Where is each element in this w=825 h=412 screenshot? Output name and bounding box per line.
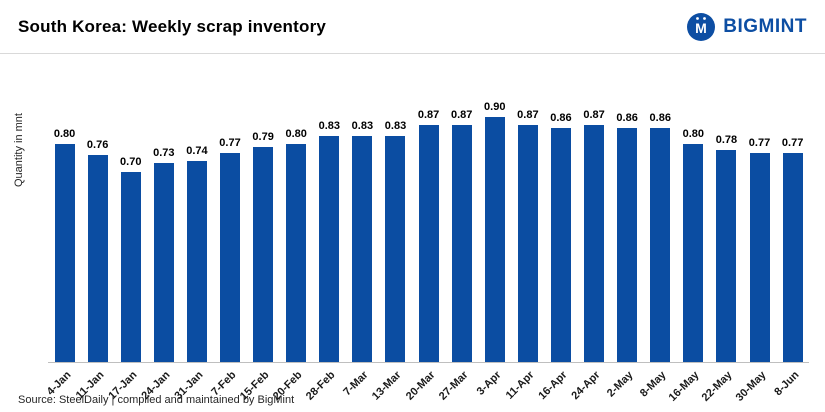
bar (87, 155, 108, 362)
bar-value-label: 0.90 (484, 101, 506, 113)
bar-value-label: 0.86 (616, 112, 638, 124)
bar (385, 136, 406, 362)
bar-chart: Quantity in mnt 0.80 4-Jan 0.76 11-Jan 0.70 1… (13, 56, 813, 404)
bar-value-label: 0.83 (318, 120, 341, 132)
bar-value-label: 0.78 (715, 134, 738, 146)
bar-value-label: 0.77 (219, 137, 241, 149)
bar (517, 125, 538, 362)
y-axis-label: Quantity in mnt (13, 113, 25, 187)
bar-slot: 0.90 3-Apr (474, 90, 511, 398)
bar-slot: 0.77 30-May (733, 90, 776, 404)
bar (617, 128, 638, 362)
bigmint-logo-icon: M (686, 12, 716, 42)
bar (220, 153, 241, 362)
bar (120, 172, 141, 362)
bar (550, 128, 571, 362)
bar (319, 136, 340, 362)
bar-slot: 0.86 16-Apr (536, 90, 577, 402)
page-title: South Korea: Weekly scrap inventory (18, 16, 327, 36)
bar-value-label: 0.80 (285, 128, 307, 140)
bar-value-label: 0.87 (583, 109, 605, 121)
bar-slot: 0.70 17-Jan (106, 90, 147, 402)
source-note: Source: SteelDaily | compiled and mainta… (18, 394, 295, 406)
bar-slot: 0.86 8-May (638, 90, 677, 400)
bar (650, 128, 671, 362)
bar (253, 147, 274, 362)
bar-value-label: 0.77 (748, 137, 771, 149)
bar (418, 125, 439, 362)
bar-slot: 0.77 8-Jun (772, 90, 809, 398)
bar-slot: 0.80 20-Feb (271, 90, 313, 403)
bar-slot: 0.83 28-Feb (304, 90, 346, 403)
bar-slot: 0.76 11-Jan (73, 90, 114, 402)
bar (584, 125, 605, 362)
header: South Korea: Weekly scrap inventory M BI… (0, 0, 825, 54)
bar-slot: 0.83 13-Mar (370, 90, 412, 403)
brand: M BIGMINT (686, 12, 807, 42)
bar-slot: 0.74 31-Jan (172, 90, 213, 402)
svg-text:M: M (695, 20, 707, 36)
bar (716, 150, 737, 362)
bar-slot: 0.87 27-Mar (437, 90, 478, 403)
bar-value-label: 0.87 (450, 109, 473, 121)
bar-value-label: 0.87 (517, 109, 539, 121)
bar (352, 136, 373, 362)
bar (782, 153, 803, 362)
bar-value-label: 0.79 (252, 131, 274, 143)
bar (484, 117, 505, 362)
bar-value-label: 0.80 (682, 128, 705, 140)
bar-slot: 0.79 15-Feb (238, 90, 280, 403)
bar (749, 153, 770, 362)
bar-slot: 0.87 11-Apr (504, 90, 544, 402)
bar (186, 161, 207, 362)
bar (286, 144, 307, 362)
bar-value-label: 0.86 (649, 112, 671, 124)
plot-area: 0.80 4-Jan 0.76 11-Jan 0.70 17-Jan 0.73 24-Jan 0… (44, 90, 809, 404)
bar-slot: 0.86 2-May (605, 90, 644, 400)
bar-slot: 0.80 4-Jan (44, 90, 81, 398)
bar-value-label: 0.83 (351, 120, 374, 132)
bar-slot: 0.83 7-Mar (342, 90, 379, 398)
bar (451, 125, 472, 362)
bar (54, 144, 75, 362)
bar (683, 144, 704, 362)
brand-name: BIGMINT (723, 15, 807, 37)
bar-slot: 0.80 16-May (667, 90, 710, 404)
bar-slot: 0.73 24-Jan (139, 90, 180, 402)
bar-value-label: 0.74 (186, 145, 208, 157)
bar-value-label: 0.77 (781, 137, 804, 149)
bar (153, 163, 174, 362)
bar-value-label: 0.86 (550, 112, 572, 124)
bar-value-label: 0.80 (53, 128, 76, 140)
bar-slot: 0.77 7-Feb (209, 90, 246, 398)
bar-slot: 0.87 24-Apr (569, 90, 611, 402)
bar-value-label: 0.76 (86, 139, 109, 151)
bar-slot: 0.87 20-Mar (403, 90, 445, 403)
bar-value-label: 0.70 (120, 156, 142, 168)
bar-value-label: 0.87 (417, 109, 440, 121)
bar-value-label: 0.83 (384, 120, 407, 132)
bar-value-label: 0.73 (153, 147, 175, 159)
bar-slot: 0.78 22-May (700, 90, 743, 404)
